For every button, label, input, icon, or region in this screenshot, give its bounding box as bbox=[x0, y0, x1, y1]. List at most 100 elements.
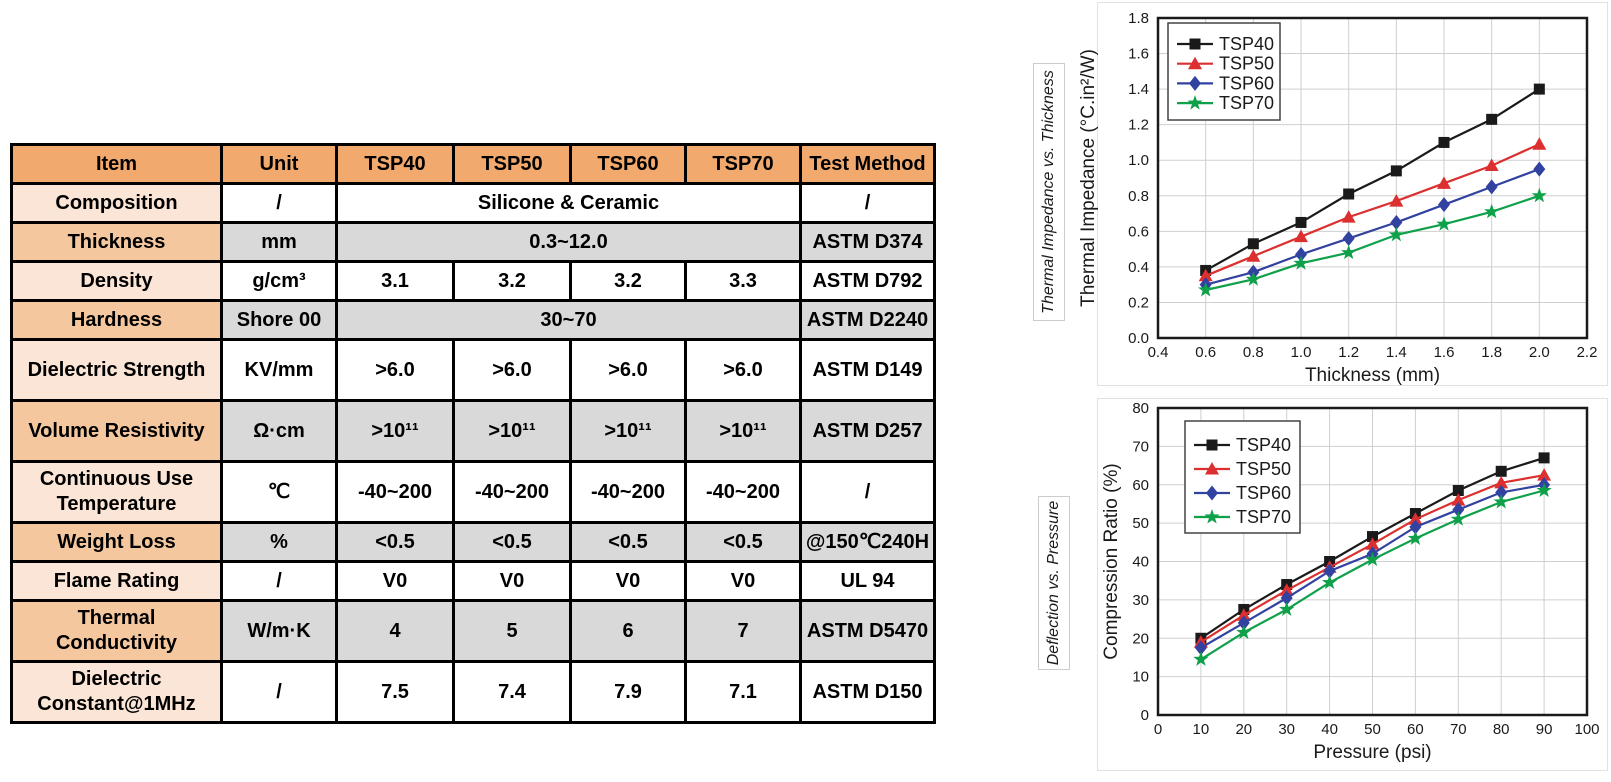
svg-text:1.6: 1.6 bbox=[1128, 46, 1149, 63]
method-cell: UL 94 bbox=[799, 560, 936, 602]
table-row: Composition / Silicone & Ceramic / bbox=[10, 182, 936, 224]
unit-cell: / bbox=[220, 182, 338, 224]
svg-text:20: 20 bbox=[1132, 630, 1149, 647]
y-axis-title: Compression Ratio (%) bbox=[1101, 463, 1122, 659]
item-cell: Volume Resistivity bbox=[10, 399, 223, 463]
table-header-row: Item Unit TSP40 TSP50 TSP60 TSP70 Test Method bbox=[10, 143, 936, 185]
table-row: Hardness Shore 00 30~70 ASTM D2240 bbox=[10, 299, 936, 341]
header-cell: Item bbox=[10, 143, 223, 185]
svg-text:0.6: 0.6 bbox=[1195, 344, 1216, 361]
item-cell: Weight Loss bbox=[10, 521, 223, 563]
value-cell: V0 bbox=[452, 560, 572, 602]
svg-text:1.8: 1.8 bbox=[1128, 10, 1149, 27]
svg-text:80: 80 bbox=[1132, 400, 1149, 417]
unit-cell: mm bbox=[220, 221, 338, 263]
value-cell: V0 bbox=[684, 560, 802, 602]
svg-text:1.0: 1.0 bbox=[1128, 152, 1149, 169]
svg-text:60: 60 bbox=[1132, 477, 1149, 494]
value-cell-span: 30~70 bbox=[335, 299, 802, 341]
svg-text:30: 30 bbox=[1132, 592, 1149, 609]
value-cell-span: 0.3~12.0 bbox=[335, 221, 802, 263]
legend-label: TSP50 bbox=[1219, 54, 1274, 74]
svg-text:10: 10 bbox=[1193, 721, 1210, 738]
tick-labels: 0 10 20 30 40 50 60 70 80 90 100 0 10 20 30 40 50 60 70 80 bbox=[1132, 400, 1599, 738]
side-label-thermal-impedance: Thermal Impedance vs. Thickness bbox=[1033, 63, 1065, 321]
unit-cell: g/cm³ bbox=[220, 260, 338, 302]
svg-text:0: 0 bbox=[1154, 721, 1162, 738]
value-cell: 3.2 bbox=[452, 260, 572, 302]
value-cell: V0 bbox=[569, 560, 687, 602]
value-cell: -40~200 bbox=[335, 460, 455, 524]
x-axis-title: Thickness (mm) bbox=[1305, 365, 1440, 386]
method-cell: ASTM D257 bbox=[799, 399, 936, 463]
item-cell: Thermal Conductivity bbox=[10, 599, 223, 663]
svg-text:70: 70 bbox=[1132, 438, 1149, 455]
method-cell: @150℃240H bbox=[799, 521, 936, 563]
table-row: Dielectric Strength KV/mm >6.0 >6.0 >6.0 >6.0… bbox=[10, 338, 936, 402]
value-cell: 3.2 bbox=[569, 260, 687, 302]
method-cell: ASTM D374 bbox=[799, 221, 936, 263]
svg-text:1.2: 1.2 bbox=[1128, 117, 1149, 134]
chart-frame-bottom bbox=[1097, 398, 1608, 771]
x-axis-title: Pressure (psi) bbox=[1313, 742, 1431, 763]
value-cell: >10¹¹ bbox=[569, 399, 687, 463]
value-cell: 7.1 bbox=[684, 660, 802, 724]
svg-text:10: 10 bbox=[1132, 669, 1149, 686]
item-cell: Hardness bbox=[10, 299, 223, 341]
value-cell: >6.0 bbox=[684, 338, 802, 402]
svg-text:0.4: 0.4 bbox=[1148, 344, 1169, 361]
value-cell: -40~200 bbox=[684, 460, 802, 524]
series-TSP60 bbox=[1199, 161, 1546, 293]
unit-cell: / bbox=[220, 660, 338, 724]
svg-text:70: 70 bbox=[1450, 721, 1467, 738]
unit-cell: Shore 00 bbox=[220, 299, 338, 341]
value-cell: 3.3 bbox=[684, 260, 802, 302]
svg-text:0.8: 0.8 bbox=[1243, 344, 1264, 361]
method-cell: ASTM D150 bbox=[799, 660, 936, 724]
svg-text:100: 100 bbox=[1574, 721, 1599, 738]
value-cell: 7.5 bbox=[335, 660, 455, 724]
item-cell: Flame Rating bbox=[10, 560, 223, 602]
svg-text:1.8: 1.8 bbox=[1481, 344, 1502, 361]
header-cell: Unit bbox=[220, 143, 338, 185]
svg-text:50: 50 bbox=[1364, 721, 1381, 738]
method-cell: / bbox=[799, 460, 936, 524]
table-row: Thermal Conductivity W/m·K 4 5 6 7 ASTM D5470 bbox=[10, 599, 936, 663]
y-axis-title: Thermal Impedance (°C.in²/W) bbox=[1078, 49, 1099, 307]
unit-cell: W/m·K bbox=[220, 599, 338, 663]
series-TSP50 bbox=[1198, 137, 1547, 282]
header-cell: TSP60 bbox=[569, 143, 687, 185]
side-label-deflection: Deflection vs. Pressure bbox=[1038, 496, 1070, 670]
svg-text:1.0: 1.0 bbox=[1291, 344, 1312, 361]
svg-text:80: 80 bbox=[1493, 721, 1510, 738]
table-row: Thickness mm 0.3~12.0 ASTM D374 bbox=[10, 221, 936, 263]
table-row: Weight Loss% <0.5 <0.5 <0.5 <0.5 @150℃240H bbox=[10, 521, 936, 563]
svg-text:90: 90 bbox=[1536, 721, 1553, 738]
header-cell: TSP50 bbox=[452, 143, 572, 185]
series-TSP70 bbox=[1193, 482, 1552, 666]
svg-text:1.4: 1.4 bbox=[1128, 81, 1149, 98]
item-cell: Dielectric Constant@1MHz bbox=[10, 660, 223, 724]
svg-text:1.4: 1.4 bbox=[1386, 344, 1407, 361]
value-cell: <0.5 bbox=[335, 521, 455, 563]
svg-text:30: 30 bbox=[1278, 721, 1295, 738]
unit-cell: / bbox=[220, 560, 338, 602]
svg-text:1.6: 1.6 bbox=[1434, 344, 1455, 361]
legend-label: TSP70 bbox=[1236, 507, 1291, 527]
svg-text:20: 20 bbox=[1235, 721, 1252, 738]
table-row: Density g/cm³ 3.1 3.2 3.2 3.3 ASTM D792 bbox=[10, 260, 936, 302]
value-cell: >6.0 bbox=[569, 338, 687, 402]
table-row: Dielectric Constant@1MHz/7.5 7.4 7.9 7.1 AST… bbox=[10, 660, 936, 724]
unit-cell: ℃ bbox=[220, 460, 338, 524]
svg-text:50: 50 bbox=[1132, 515, 1149, 532]
unit-cell: Ω·cm bbox=[220, 399, 338, 463]
value-cell: >10¹¹ bbox=[452, 399, 572, 463]
legend-label: TSP40 bbox=[1236, 435, 1291, 455]
legend-label: TSP60 bbox=[1236, 483, 1291, 503]
value-cell: 7.4 bbox=[452, 660, 572, 724]
header-cell: TSP40 bbox=[335, 143, 455, 185]
value-cell: <0.5 bbox=[452, 521, 572, 563]
value-cell: >10¹¹ bbox=[684, 399, 802, 463]
